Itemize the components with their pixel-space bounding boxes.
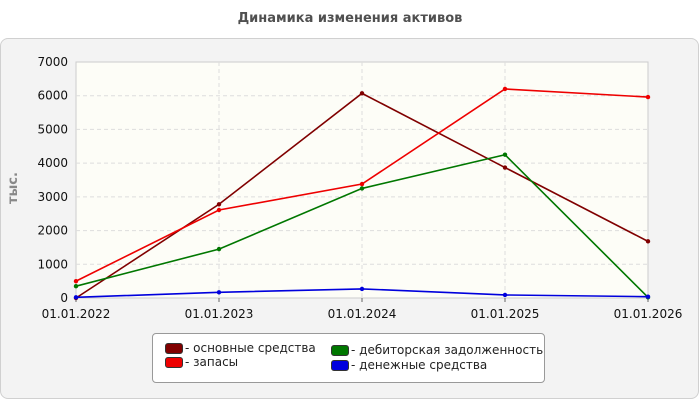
y-tick-label: 1000 xyxy=(37,257,68,271)
series-point xyxy=(216,246,222,252)
y-tick-label: 0 xyxy=(60,291,68,305)
legend-label: - дебиторская задолженность xyxy=(351,343,544,357)
series-point xyxy=(359,91,365,96)
y-tick-label: 4000 xyxy=(37,156,68,170)
legend-item-inventory: - запасы xyxy=(165,355,238,369)
x-tick-label: 01.01.2026 xyxy=(614,307,683,321)
series-point xyxy=(645,239,651,244)
y-tick-label: 5000 xyxy=(37,122,68,136)
series-point xyxy=(502,292,508,298)
x-tick-label: 01.01.2025 xyxy=(471,307,540,321)
series-point xyxy=(73,295,79,300)
series-point xyxy=(645,94,651,100)
legend-label: - запасы xyxy=(185,355,239,369)
legend-swatch xyxy=(165,342,183,354)
legend-item-cash: - денежные средства xyxy=(331,358,487,372)
legend-label: - денежные средства xyxy=(351,358,488,372)
series-point xyxy=(359,286,365,292)
series-point xyxy=(359,181,365,187)
y-tick-label: 2000 xyxy=(37,224,68,238)
x-tick-label: 01.01.2023 xyxy=(185,307,254,321)
legend-label: - основные средства xyxy=(185,341,316,355)
legend-swatch xyxy=(165,356,183,368)
y-axis-label: тыс. xyxy=(6,172,21,204)
legend-swatch xyxy=(331,344,349,356)
chart-title: Динамика изменения активов xyxy=(237,11,463,26)
x-tick-label: 01.01.2022 xyxy=(42,307,111,321)
y-tick-label: 7000 xyxy=(37,55,68,69)
series-point xyxy=(216,207,222,213)
series-point xyxy=(502,86,508,92)
legend-item-receivables: - дебиторская задолженность xyxy=(331,343,543,357)
y-tick-label: 6000 xyxy=(37,89,68,103)
series-point xyxy=(502,165,508,170)
series-point xyxy=(645,294,651,299)
legend-swatch xyxy=(331,359,349,371)
legend: - основные средства - запасы - дебиторск… xyxy=(152,333,545,383)
series-point xyxy=(359,186,365,191)
series-point xyxy=(216,290,222,295)
legend-item-fixed-assets: - основные средства xyxy=(165,341,316,355)
series-point xyxy=(73,284,79,289)
x-tick-label: 01.01.2024 xyxy=(328,307,397,321)
series-point xyxy=(502,152,508,157)
y-tick-label: 3000 xyxy=(37,190,68,204)
series-point xyxy=(216,202,222,207)
series-point xyxy=(73,278,79,284)
